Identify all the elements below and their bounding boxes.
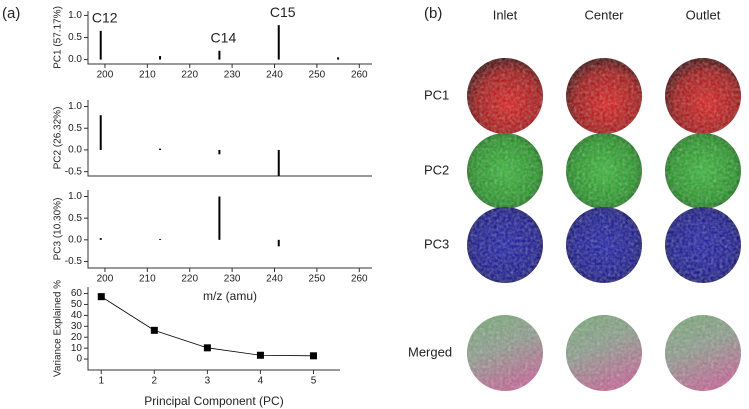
image-texture	[566, 315, 642, 391]
image-texture	[665, 133, 741, 209]
y-tick-label: 40	[71, 310, 83, 321]
marker	[256, 351, 264, 359]
row-header: PC1	[424, 87, 449, 102]
image-texture	[467, 58, 543, 134]
x-tick-label: 200	[97, 70, 114, 81]
x-tick-label: 210	[139, 274, 156, 285]
image-texture	[467, 207, 543, 283]
peak-label: C12	[92, 10, 118, 26]
y-tick-label: 1.0	[68, 101, 82, 112]
panel-label: (a)	[2, 5, 20, 22]
image-texture	[665, 207, 741, 283]
marker	[97, 293, 105, 301]
peak-label: C14	[211, 29, 237, 45]
image-texture	[566, 207, 642, 283]
image-texture	[665, 315, 741, 391]
x-tick-label: 260	[351, 70, 368, 81]
y-axis-label: PC1 (57.17%)	[53, 6, 64, 69]
image-texture	[467, 315, 543, 391]
column-header: Inlet	[493, 7, 518, 22]
x-tick-label: 5	[311, 376, 317, 387]
marker	[203, 344, 211, 352]
panel-label: (b)	[424, 5, 442, 22]
y-tick-label: 20	[71, 332, 83, 343]
image-texture	[566, 133, 642, 209]
y-tick-label: 0.0	[68, 54, 82, 65]
peak-label: C15	[270, 4, 296, 20]
y-tick-label: 10	[71, 343, 83, 354]
y-axis-label: Variance Explained %	[53, 280, 64, 377]
x-tick-label: 250	[309, 70, 326, 81]
y-tick-label: 0	[76, 354, 82, 365]
y-tick-label: 1.0	[68, 191, 82, 202]
column-header: Center	[584, 7, 624, 22]
y-tick-label: 1.0	[68, 10, 82, 21]
y-tick-label: -0.5	[65, 256, 83, 267]
x-tick-label: 1	[98, 376, 104, 387]
x-tick-label: 210	[139, 70, 156, 81]
y-axis-label: PC3 (10.30%)	[53, 198, 64, 261]
y-tick-label: 30	[71, 321, 83, 332]
x-axis-label: m/z (amu)	[203, 289, 257, 303]
y-tick-label: -0.5	[65, 166, 83, 177]
x-axis-label: Principal Component (PC)	[144, 394, 283, 408]
x-tick-label: 220	[181, 70, 198, 81]
x-tick-label: 2	[152, 376, 158, 387]
row-header: PC2	[424, 162, 449, 177]
x-tick-label: 250	[309, 274, 326, 285]
y-tick-label: 60	[71, 288, 83, 299]
marker	[150, 326, 158, 334]
y-tick-label: 0.5	[68, 32, 82, 43]
y-tick-label: 0.5	[68, 123, 82, 134]
y-tick-label: 50	[71, 299, 83, 310]
image-texture	[665, 58, 741, 134]
x-tick-label: 240	[266, 70, 283, 81]
x-tick-label: 220	[181, 274, 198, 285]
y-axis-label: PC2 (26.32%)	[53, 107, 64, 170]
x-tick-label: 200	[97, 274, 114, 285]
axis	[87, 100, 372, 177]
x-tick-label: 240	[266, 274, 283, 285]
row-header: Merged	[408, 344, 452, 359]
y-tick-label: 0.5	[68, 213, 82, 224]
image-texture	[566, 58, 642, 134]
axis	[87, 190, 372, 269]
column-header: Outlet	[686, 7, 721, 22]
y-tick-label: 0.0	[68, 234, 82, 245]
y-tick-label: 0.0	[68, 145, 82, 156]
x-tick-label: 3	[205, 376, 211, 387]
image-texture	[467, 133, 543, 209]
x-tick-label: 4	[258, 376, 264, 387]
axis	[87, 287, 340, 371]
row-header: PC3	[424, 236, 449, 251]
x-tick-label: 230	[224, 70, 241, 81]
marker	[309, 352, 317, 360]
axis	[87, 11, 372, 65]
x-tick-label: 230	[224, 274, 241, 285]
x-tick-label: 260	[351, 274, 368, 285]
